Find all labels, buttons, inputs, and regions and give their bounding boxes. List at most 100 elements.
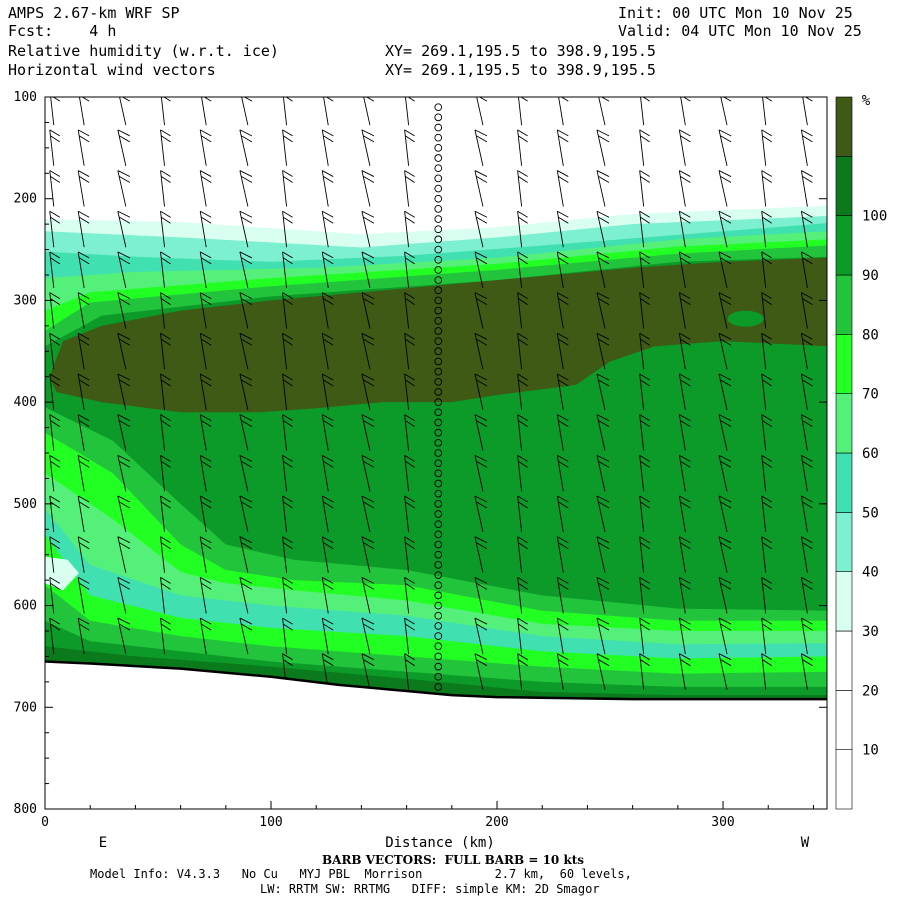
x-tick-label: 300	[711, 815, 734, 830]
wind-barb-shaft	[678, 455, 686, 492]
wind-barb-flag	[160, 129, 171, 137]
wind-barb-shaft	[404, 536, 410, 573]
wind-barb-flag	[557, 210, 569, 218]
wind-barb-shaft	[556, 170, 564, 207]
wind-barb-flag	[322, 536, 334, 544]
wind-barb-flag	[474, 210, 488, 218]
wind-barb-flag	[241, 176, 253, 183]
wind-barb-flag	[598, 659, 610, 667]
wind-barb-shaft	[761, 414, 767, 451]
wind-barb-shaft	[518, 97, 523, 126]
calm-wind-marker	[434, 672, 443, 681]
wind-barb-flag	[363, 298, 375, 305]
wind-barb-shaft	[77, 536, 85, 573]
wind-barb-flag	[801, 577, 813, 584]
calm-wind-marker	[434, 622, 443, 630]
wind-barb-flag	[762, 501, 772, 509]
wind-barb-flag	[49, 454, 61, 462]
wind-barb-flag	[161, 216, 171, 224]
wind-barb-shaft	[517, 618, 523, 655]
wind-barb-flag	[596, 332, 610, 340]
wind-barb-flag	[240, 89, 252, 95]
wind-barb-shaft	[474, 414, 484, 451]
wind-barb-flag	[282, 536, 293, 544]
wind-barb-flag	[50, 420, 61, 428]
wind-barbs	[49, 89, 813, 691]
wind-barb-shaft	[517, 414, 523, 451]
wind-barb-flag	[517, 210, 528, 218]
wind-barb-flag	[761, 251, 772, 259]
wind-barb-flag	[802, 298, 813, 305]
wind-barb-flag	[761, 292, 772, 299]
colorbar-label: 100	[862, 209, 887, 225]
wind-barb-flag	[558, 135, 569, 143]
calm-wind-marker	[434, 500, 443, 508]
wind-barb-shaft	[404, 455, 410, 492]
wind-barb-shaft	[361, 333, 371, 370]
wind-barb-flag	[762, 89, 772, 95]
wind-barb-shaft	[596, 455, 606, 492]
wind-barb-shaft	[800, 653, 808, 690]
wind-barb-flag	[518, 420, 528, 428]
wind-barb-flag	[476, 583, 488, 590]
colorbar-swatch	[835, 156, 853, 216]
wind-barb-flag	[518, 338, 528, 346]
wind-barb-flag	[79, 298, 90, 305]
wind-barb-flag	[517, 577, 528, 584]
wind-barb-shaft	[404, 211, 410, 248]
wind-barb-flag	[322, 89, 333, 95]
wind-barb-flag	[801, 251, 813, 259]
wind-barb-flag	[679, 170, 691, 177]
wind-barb-shaft	[556, 455, 564, 492]
wind-barb-flag	[160, 414, 171, 422]
wind-barb-flag	[49, 414, 61, 422]
calm-wind-marker	[434, 225, 443, 234]
calm-wind-marker	[434, 286, 443, 295]
wind-barb-flag	[640, 257, 650, 265]
wind-barb-flag	[680, 298, 691, 305]
wind-barb-flag	[557, 414, 569, 422]
wind-barb-flag	[322, 577, 334, 584]
wind-barb-flag	[79, 257, 90, 265]
wind-barb-flag	[718, 251, 732, 259]
wind-barb-flag	[323, 501, 334, 509]
wind-barb-flag	[117, 536, 131, 544]
wind-barb-shaft	[800, 251, 808, 288]
wind-barb-flag	[596, 170, 610, 177]
colorbar-label: 20	[862, 683, 879, 699]
wind-barb-flag	[283, 501, 293, 509]
wind-barb-shaft	[117, 333, 127, 370]
wind-barb-shaft	[49, 251, 55, 288]
wind-barb-flag	[762, 460, 772, 468]
wind-barb-flag	[161, 176, 171, 183]
wind-barb-flag	[518, 176, 528, 183]
wind-barb-flag	[680, 176, 691, 183]
calm-wind-marker	[434, 662, 443, 671]
wind-barb-flag	[557, 653, 569, 661]
wind-barb-shaft	[718, 373, 728, 411]
wind-barb-flag	[50, 135, 61, 143]
wind-barb-shaft	[474, 653, 484, 690]
direction-label-west: W	[801, 835, 810, 851]
wind-barb-flag	[323, 298, 334, 305]
wind-barb-flag	[404, 536, 415, 544]
wind-barb-flag	[518, 257, 528, 265]
wind-barb-flag	[762, 257, 772, 265]
wind-barb-flag	[518, 89, 528, 95]
wind-barb-shaft	[239, 170, 249, 207]
wind-barb-flag	[598, 379, 610, 387]
wind-barb-flag	[79, 623, 90, 631]
wind-barb-flag	[77, 577, 90, 584]
wind-barb-flag	[199, 414, 212, 422]
calm-wind-marker	[434, 530, 443, 539]
wind-barb-flag	[719, 89, 731, 95]
wind-barb-flag	[476, 176, 488, 183]
wind-barb-flag	[558, 659, 569, 667]
wind-barb-flag	[50, 298, 61, 305]
wind-barb-flag	[679, 210, 691, 218]
wind-barb-flag	[557, 454, 569, 462]
wind-barb-flag	[680, 420, 691, 428]
wind-barb-flag	[201, 338, 212, 346]
wind-barb-flag	[518, 542, 528, 550]
wind-barb-flag	[361, 170, 375, 177]
